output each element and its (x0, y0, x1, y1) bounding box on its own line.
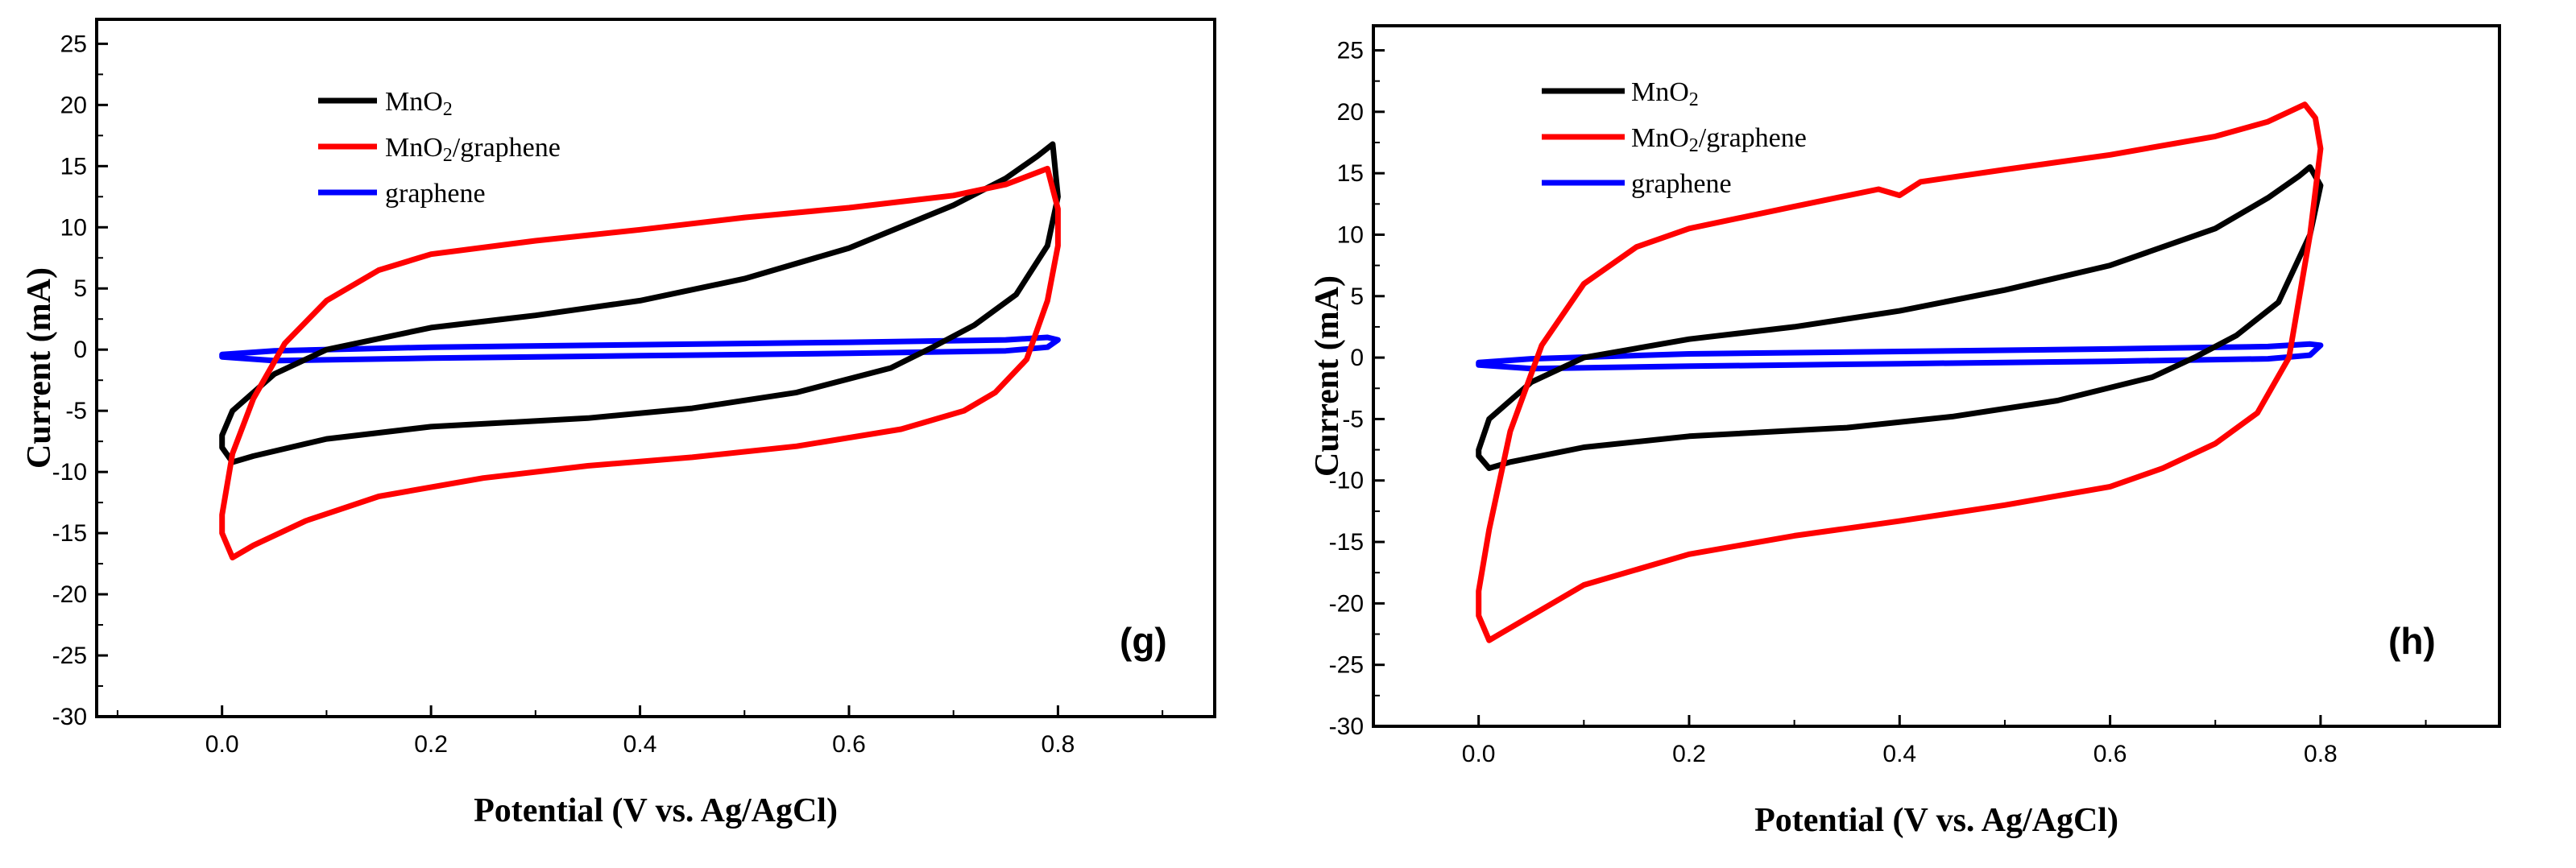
chart-1-y-tick-label: 15 (1337, 160, 1364, 187)
chart-1-y-tick-label: -30 (1329, 713, 1364, 740)
chart-0-series-graphene (219, 334, 1061, 364)
chart-1-x-tick-label: 0.4 (1882, 741, 1916, 767)
chart-0-legend-label: MnO2/graphene (385, 133, 561, 166)
chart-1-panel-label: (h) (2388, 620, 2436, 662)
chart-1-y-tick-label: -15 (1329, 529, 1364, 556)
chart-1-legend-label: graphene (1631, 169, 1732, 199)
chart-1-legend-label: MnO2/graphene (1631, 123, 1807, 156)
chart-0-y-tick-label: 20 (60, 92, 87, 118)
chart-1-y-tick-label: 0 (1350, 345, 1364, 371)
chart-0-y-tick-label: -10 (52, 459, 87, 486)
chart-1-y-tick-label: -25 (1329, 652, 1364, 679)
chart-0-x-axis-title: Potential (V vs. Ag/AgCl) (474, 792, 838, 829)
chart-0-y-tick-label: 10 (60, 214, 87, 241)
chart-0-x-tick-label: 0.4 (623, 731, 657, 758)
chart-1-x-tick-label: 0.0 (1462, 741, 1496, 767)
chart-0-x-tick-label: 0.8 (1042, 731, 1075, 758)
chart-0-panel-label: (g) (1120, 620, 1167, 662)
chart-0-y-tick-label: -5 (65, 398, 87, 424)
chart-0-y-axis-title: Current (mA) (21, 267, 58, 469)
chart-1-series-mno2-graphene (1476, 101, 2324, 643)
chart-1-x-tick-label: 0.6 (2094, 741, 2127, 767)
chart-0-y-tick-label: 25 (60, 31, 87, 57)
chart-1-y-tick-label: 10 (1337, 221, 1364, 248)
chart-0-x-tick-label: 0.6 (832, 731, 866, 758)
chart-0-y-tick-label: -20 (52, 581, 87, 608)
chart-1-x-axis-title: Potential (V vs. Ag/AgCl) (1754, 802, 2118, 839)
chart-h: 25 20 15 10 5 0 -5 -10 -15 -20 -25 -30 0.0 0.2 0.4 0.6 0… (1309, 24, 2501, 839)
chart-0-legend-label: MnO2 (385, 87, 453, 120)
chart-1-y-tick-label: 25 (1337, 38, 1364, 64)
chart-0-y-tick-label: -30 (52, 704, 87, 730)
chart-1-series-mno2 (1476, 164, 2324, 471)
chart-1-y-tick-label: -5 (1342, 406, 1364, 432)
chart-0-series-mno2-graphene (219, 165, 1061, 560)
chart-0-x-tick-label: 0.2 (414, 731, 448, 758)
chart-0-y-tick-label: 0 (73, 337, 87, 363)
chart-0-x-tick-label: 0.0 (205, 731, 239, 758)
chart-1-series-graphene (1476, 341, 2324, 372)
chart-1-y-tick-label: 20 (1337, 99, 1364, 126)
chart-0-y-tick-label: -25 (52, 643, 87, 669)
chart-1-y-tick-label: -10 (1329, 468, 1364, 494)
chart-0-legend-label: graphene (385, 179, 486, 209)
chart-0-series-mno2 (219, 141, 1061, 465)
chart-1-legend-label: MnO2 (1631, 77, 1699, 110)
chart-1-y-axis-title: Current (mA) (1309, 275, 1346, 477)
chart-0-y-tick-label: 15 (60, 153, 87, 180)
chart-1-plot-frame (1372, 24, 2501, 728)
chart-0-plot-frame (95, 18, 1216, 718)
chart-0-y-tick-label: 5 (73, 275, 87, 302)
chart-1-x-tick-label: 0.8 (2304, 741, 2338, 767)
chart-g: 25 20 15 10 5 0 -5 -10 -15 -20 -25 -30 0.0 0.2 0.4 0.6 0… (21, 18, 1216, 829)
chart-1-x-tick-label: 0.2 (1672, 741, 1706, 767)
chart-0-y-tick-label: -15 (52, 520, 87, 547)
chart-1-y-tick-label: -20 (1329, 590, 1364, 617)
chart-1-y-tick-label: 5 (1350, 283, 1364, 310)
